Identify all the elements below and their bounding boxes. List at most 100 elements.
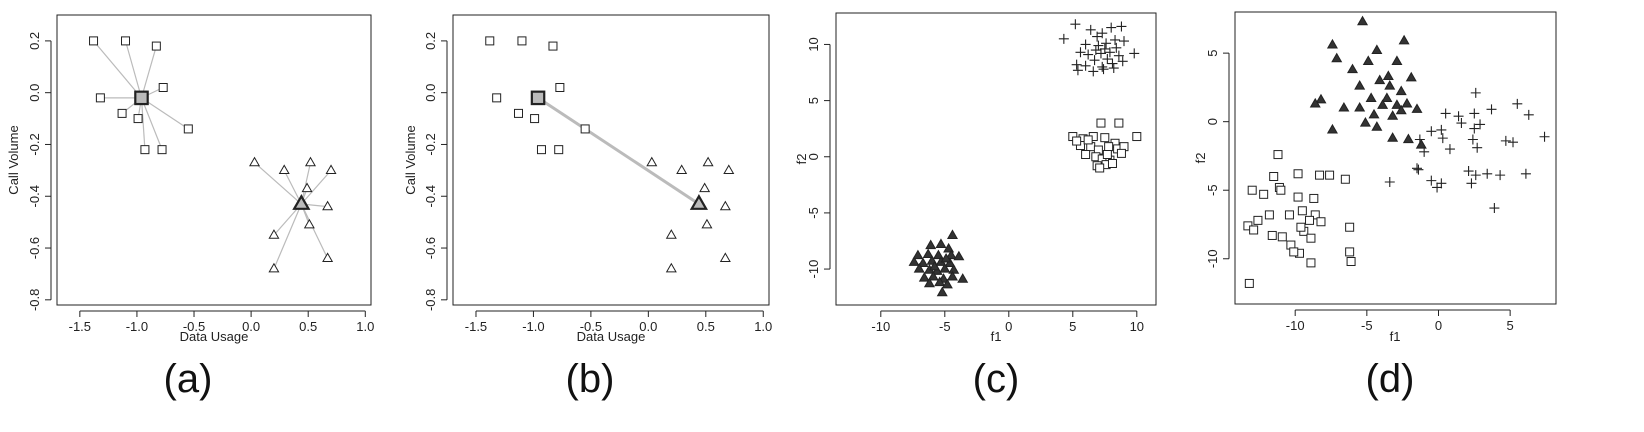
- plus-marker: [1486, 104, 1497, 115]
- centroid-triangle-marker: [292, 194, 311, 210]
- square-marker: [1132, 132, 1142, 142]
- filled-triangle-marker: [1391, 99, 1403, 109]
- square-marker: [1277, 232, 1287, 242]
- plus-marker: [1104, 47, 1115, 58]
- square-marker: [1116, 148, 1126, 158]
- y-tick-label: -0.4: [27, 185, 42, 207]
- plus-marker: [1093, 40, 1104, 51]
- square-marker: [140, 145, 150, 155]
- x-axis-label: f1: [1390, 329, 1401, 344]
- filled-triangle-marker: [908, 256, 920, 266]
- filled-triangle-marker: [1402, 133, 1414, 144]
- x-ticks: -1.5 -1.0 -0.5 0.0 0.5 1.0: [465, 310, 772, 334]
- triangle-marker: [701, 218, 713, 229]
- square-marker: [1284, 210, 1294, 220]
- filled-triangle-marker: [1371, 121, 1383, 131]
- plus-marker: [1414, 134, 1425, 145]
- filled-triangle-marker: [936, 286, 948, 297]
- x-tick-label: -1.0: [126, 319, 148, 334]
- plus-marker: [1523, 109, 1534, 120]
- x-tick-label: 5: [1069, 319, 1076, 334]
- plus-marker: [1475, 119, 1486, 130]
- y-tick-label: -5: [1205, 184, 1220, 196]
- x-tick-label: 0: [1435, 318, 1442, 333]
- square-marker: [1297, 206, 1307, 216]
- filled-triangle-marker: [940, 252, 952, 263]
- square-marker: [1309, 193, 1319, 203]
- plus-marker: [1099, 43, 1110, 54]
- y-tick-label: -10: [1205, 249, 1220, 268]
- y-tick-label: -0.8: [27, 289, 42, 311]
- plot-content: [1243, 15, 1550, 288]
- connector-line: [300, 203, 329, 259]
- square-marker: [1269, 172, 1279, 182]
- triangle-marker: [646, 156, 658, 167]
- square-marker: [1346, 257, 1356, 267]
- square-marker: [89, 36, 99, 46]
- plus-marker: [1520, 168, 1531, 179]
- plus-marker: [1101, 38, 1112, 49]
- x-tick-label: -1.0: [522, 319, 544, 334]
- filled-triangle-marker: [1387, 110, 1399, 120]
- y-tick-label: 0.0: [423, 84, 438, 102]
- plus-marker: [1512, 98, 1523, 109]
- y-tick-label: -0.2: [423, 133, 438, 155]
- panel-a: -1.5 -1.0 -0.5 0.0 0.5 1.0 -0.8 -0.6 -0.4 -0.2 0.…: [6, 14, 374, 401]
- panel-label: (c): [973, 357, 1020, 401]
- plus-marker: [1444, 144, 1455, 155]
- panel-d: -10 -5 0 5 -10 -5 0 5 f1 f2 (d): [1193, 11, 1557, 401]
- x-ticks: -1.5 -1.0 -0.5 0.0 0.5 1.0: [69, 310, 374, 334]
- filled-triangle-marker: [1398, 34, 1410, 45]
- plus-marker: [1119, 36, 1129, 47]
- plus-marker: [1102, 54, 1113, 65]
- plot-frame: [1234, 11, 1557, 305]
- triangle-marker: [301, 182, 313, 193]
- filled-triangle-marker: [1331, 52, 1343, 63]
- plus-marker: [1436, 124, 1447, 135]
- plus-marker: [1440, 108, 1451, 119]
- filled-triangle-marker: [923, 277, 935, 288]
- plus-marker: [1098, 64, 1109, 75]
- filled-triangle-marker: [934, 276, 946, 287]
- filled-triangle-marker: [1309, 97, 1321, 108]
- filled-triangle-marker: [1346, 63, 1359, 74]
- plus-marker: [1472, 142, 1483, 153]
- triangle-marker: [676, 164, 688, 174]
- square-marker: [1264, 210, 1274, 220]
- plus-marker: [1113, 50, 1124, 61]
- y-tick-label: 5: [806, 97, 821, 104]
- square-marker: [95, 93, 105, 103]
- y-tick-label: 0.2: [27, 32, 42, 50]
- plus-marker: [1456, 118, 1467, 129]
- filled-triangle-marker: [1354, 80, 1366, 90]
- square-marker: [536, 145, 546, 155]
- square-marker: [1081, 150, 1091, 160]
- filled-triangle-marker: [946, 270, 958, 281]
- plus-marker: [1453, 111, 1464, 122]
- filled-triangle-marker: [1384, 80, 1396, 90]
- filled-triangle-marker: [932, 249, 944, 260]
- plus-marker: [1426, 175, 1437, 186]
- filled-triangle-marker: [1411, 103, 1423, 113]
- y-tick-label: -5: [806, 207, 821, 219]
- connector-line: [300, 169, 332, 205]
- square-marker: [1316, 217, 1326, 227]
- square-marker: [1244, 278, 1254, 288]
- square-marker: [1249, 225, 1259, 235]
- plus-marker: [1426, 126, 1437, 137]
- triangle-marker: [278, 164, 290, 174]
- plus-marker: [1117, 56, 1128, 67]
- filled-triangle-marker: [1405, 71, 1417, 82]
- filled-triangle-marker: [929, 260, 941, 271]
- x-tick-label: 0.5: [299, 319, 317, 334]
- plus-marker: [1110, 34, 1121, 45]
- plus-marker: [1437, 133, 1448, 144]
- plus-marker: [1089, 55, 1100, 66]
- filled-triangle-marker: [1401, 97, 1413, 108]
- filled-triangle-marker: [1365, 92, 1377, 102]
- x-axis-label: Data Usage: [577, 329, 646, 344]
- plus-marker: [1111, 42, 1122, 53]
- connector-line: [273, 203, 302, 269]
- filled-triangle-marker: [1354, 101, 1366, 112]
